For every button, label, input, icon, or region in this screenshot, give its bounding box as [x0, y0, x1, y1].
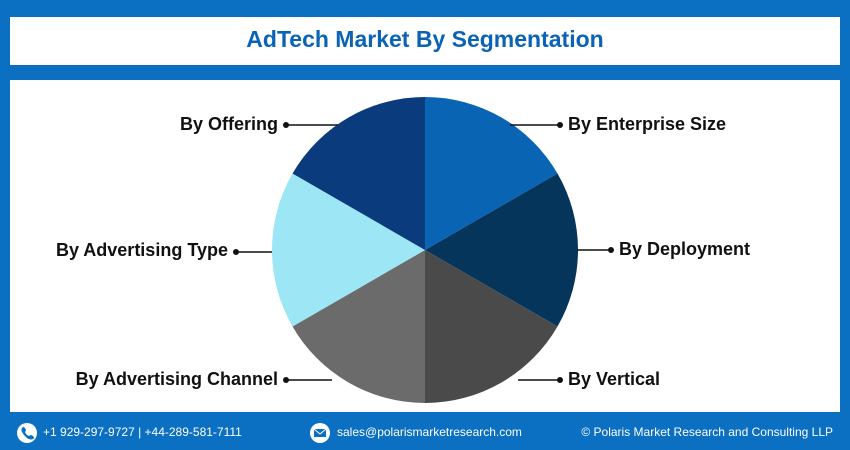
segment-label: By Vertical: [568, 369, 660, 389]
mail-flap: [313, 428, 327, 435]
wedge: [292, 97, 425, 250]
title-box: [10, 17, 840, 65]
leader-dot: [608, 247, 614, 253]
wedge: [272, 173, 425, 327]
footer-email: sales@polarismarketresearch.com: [337, 425, 522, 439]
wedge: [425, 173, 578, 327]
segment-label: By Advertising Type: [56, 240, 228, 260]
title: AdTech Market By Segmentation: [246, 26, 603, 52]
leader-dot: [283, 122, 289, 128]
wedge: [292, 250, 425, 403]
segment-label: By Advertising Channel: [76, 369, 278, 389]
leaders: [233, 122, 614, 383]
footer-copyright: © Polaris Market Research and Consulting…: [581, 425, 833, 439]
segment-label: By Offering: [180, 114, 278, 134]
leader-dot: [557, 377, 563, 383]
mail-glyph: [314, 429, 326, 437]
segment-label: By Enterprise Size: [568, 114, 726, 134]
segment-label: By Deployment: [619, 239, 750, 259]
wedge: [425, 97, 558, 250]
leader-dot: [233, 249, 239, 255]
leader-dot: [283, 377, 289, 383]
footer: +1 929-297-9727 | +44-289-581-7111 sales…: [17, 423, 833, 443]
phone-glyph: [21, 427, 34, 440]
footer-phone: +1 929-297-9727 | +44-289-581-7111: [43, 425, 242, 439]
wedge: [425, 250, 558, 403]
leader-dot: [557, 122, 563, 128]
pie: [272, 97, 578, 403]
phone-icon: [17, 423, 37, 443]
